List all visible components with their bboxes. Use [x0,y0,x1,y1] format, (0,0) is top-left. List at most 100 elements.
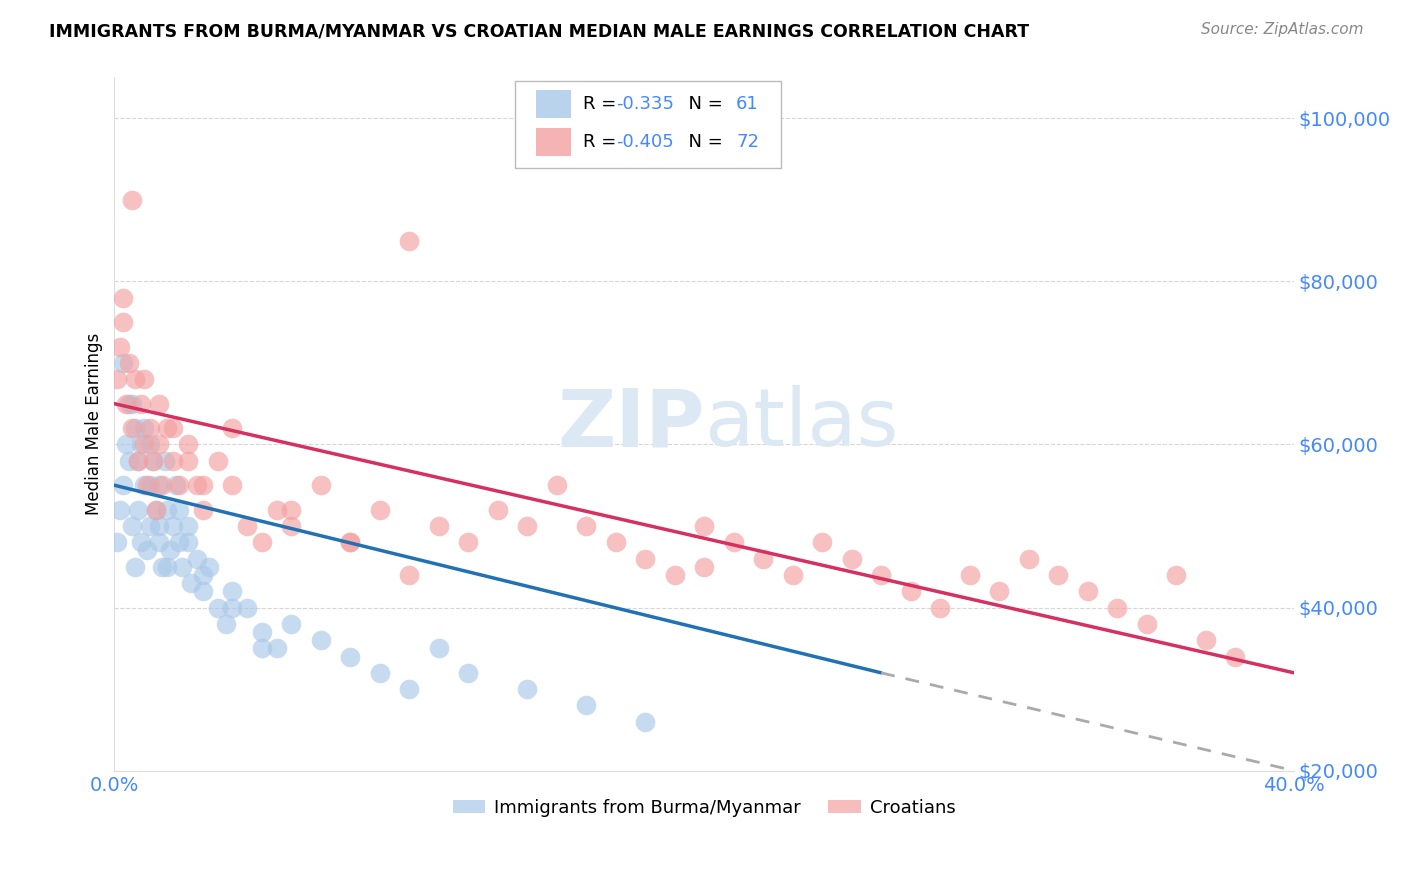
Point [368,665,391,680]
Point [191,584,214,599]
Point [427,641,450,656]
Point [156,559,179,574]
Point [191,478,214,492]
Point [177,535,200,549]
Point [339,649,361,664]
Point [723,535,745,549]
Point [105,535,128,549]
Point [165,478,187,492]
Point [186,478,208,492]
Point [1107,600,1129,615]
Point [280,502,302,516]
Point [148,437,170,451]
Point [177,454,200,468]
Point [110,502,132,516]
Point [516,519,538,533]
Point [112,315,135,329]
Point [457,665,479,680]
Point [135,543,157,558]
Point [139,478,162,492]
Point [142,454,165,468]
Point [145,502,167,516]
Point [309,633,332,648]
Point [118,397,141,411]
Point [1194,633,1216,648]
Point [118,356,141,370]
Point [398,568,420,582]
Point [988,584,1011,599]
Point [105,372,128,386]
Point [339,535,361,549]
Point [486,502,509,516]
Y-axis label: Median Male Earnings: Median Male Earnings [86,333,103,516]
Point [121,519,143,533]
Point [250,641,273,656]
Point [250,625,273,640]
Point [929,600,952,615]
Point [148,478,170,492]
Point [575,698,598,713]
Point [191,568,214,582]
Point [1223,649,1246,664]
Point [811,535,834,549]
Point [135,478,157,492]
Point [139,421,162,435]
Point [112,291,135,305]
Point [516,682,538,697]
Point [177,519,200,533]
Point [959,568,981,582]
Text: R =: R = [582,95,621,113]
Point [162,421,184,435]
Point [177,437,200,451]
Point [156,502,179,516]
Point [215,616,238,631]
Point [127,502,149,516]
Point [1077,584,1099,599]
Point [129,437,152,451]
Point [112,356,135,370]
Text: ZIP: ZIP [557,385,704,463]
Point [266,641,288,656]
Point [132,421,155,435]
Point [368,502,391,516]
Point [150,478,173,492]
Point [693,559,716,574]
Point [575,519,598,533]
Text: atlas: atlas [704,385,898,463]
Point [664,568,686,582]
Point [266,502,288,516]
Point [782,568,804,582]
Text: -0.335: -0.335 [616,95,673,113]
Point [191,502,214,516]
FancyBboxPatch shape [516,81,780,168]
Point [236,600,259,615]
Point [129,397,152,411]
Legend: Immigrants from Burma/Myanmar, Croatians: Immigrants from Burma/Myanmar, Croatians [446,791,963,824]
Point [162,519,184,533]
Point [1135,616,1157,631]
Text: 72: 72 [737,133,759,152]
Point [112,478,135,492]
Point [197,559,219,574]
Text: IMMIGRANTS FROM BURMA/MYANMAR VS CROATIAN MEDIAN MALE EARNINGS CORRELATION CHART: IMMIGRANTS FROM BURMA/MYANMAR VS CROATIA… [49,22,1029,40]
Point [142,454,165,468]
Point [121,397,143,411]
Point [121,193,143,207]
Text: N =: N = [678,95,728,113]
Point [250,535,273,549]
Point [129,535,152,549]
Point [132,478,155,492]
Point [132,372,155,386]
Point [339,535,361,549]
Point [427,519,450,533]
Point [153,454,176,468]
Point [110,340,132,354]
Point [132,437,155,451]
Point [127,454,149,468]
Point [118,454,141,468]
Point [172,559,194,574]
Point [752,551,775,566]
Point [186,551,208,566]
Point [870,568,893,582]
Point [398,682,420,697]
